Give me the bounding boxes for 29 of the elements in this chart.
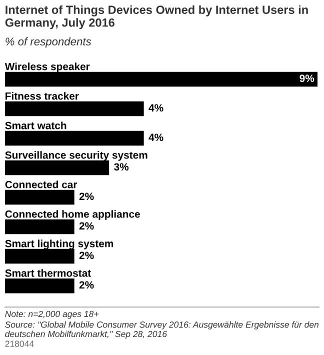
data-label: 9%	[300, 74, 314, 82]
y-tick-label: Smart thermostat	[5, 269, 91, 277]
text: Note: n=2,000 ages 18+	[5, 310, 98, 319]
y-tick-label: Surveillance security system	[5, 151, 148, 161]
data-label: 2%	[79, 252, 94, 260]
data-label: 4%	[148, 134, 164, 142]
bar	[4, 278, 74, 294]
y-tick-label: Connected home appliance	[5, 210, 140, 220]
bar	[4, 72, 318, 87]
y-tick-label: Connected car	[5, 180, 78, 188]
chart-subtitle: % of respondents	[6, 37, 92, 48]
y-tick-label: Smart watch	[5, 122, 66, 130]
bar	[4, 130, 144, 146]
bar	[4, 248, 74, 264]
chart-title: Internet of Things Devices Owned by Internet Users in Germany, July 2016	[5, 5, 308, 30]
data-label: 2%	[79, 192, 94, 200]
bar	[4, 190, 74, 205]
bar	[4, 160, 110, 176]
bar	[4, 219, 74, 234]
bar	[4, 101, 144, 116]
data-label: 4%	[148, 104, 164, 112]
data-label: 3%	[114, 163, 129, 171]
data-label: 2%	[79, 281, 94, 289]
y-tick-label: Wireless speaker	[4, 62, 90, 72]
text: 218044	[5, 340, 34, 347]
source-note: Source: "Global Mobile Consumer Survey 2016: Ausgewählte Ergebnisse für den deutschen Mobilfunkmarkt," Sep 28, 2016	[5, 321, 319, 339]
y-tick-label: Smart lighting system	[5, 240, 114, 250]
data-label: 2%	[79, 222, 94, 230]
y-tick-label: Fitness tracker	[6, 92, 79, 100]
